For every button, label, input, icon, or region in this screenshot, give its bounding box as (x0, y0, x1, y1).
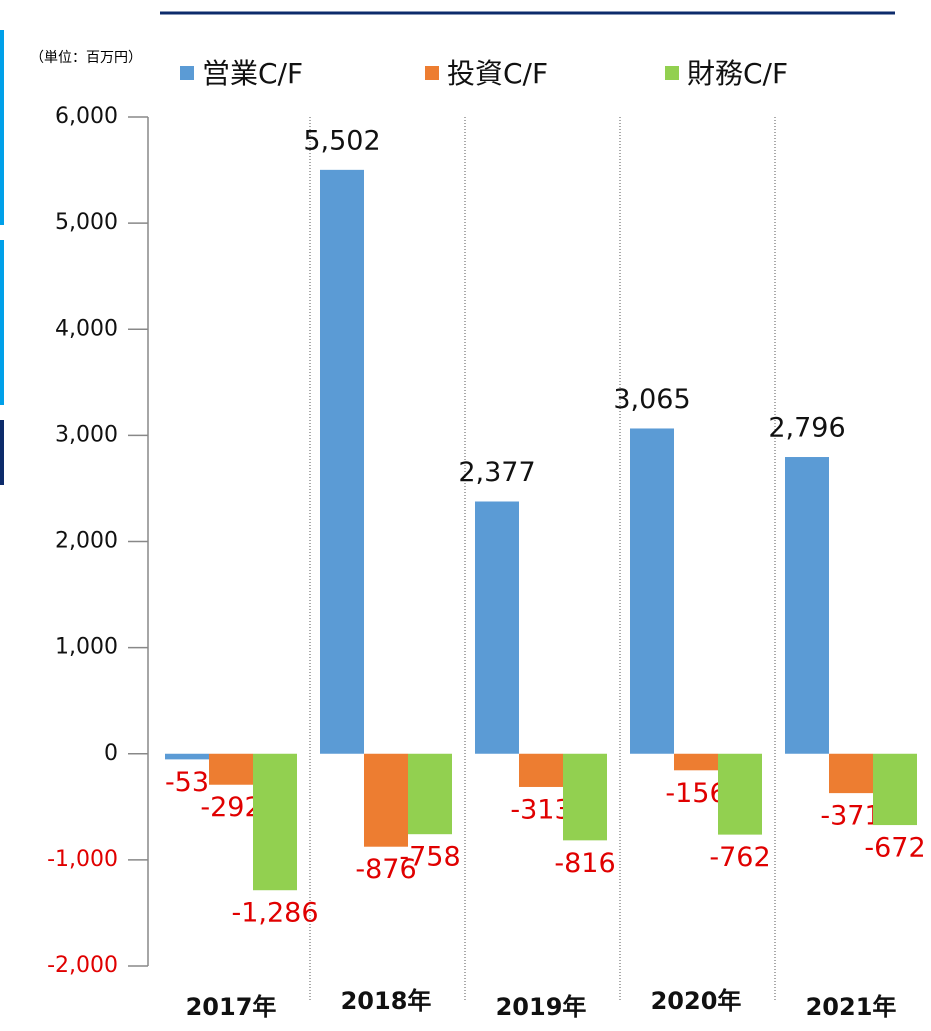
y-tick-label: -1,000 (47, 847, 118, 872)
bar (408, 753, 452, 835)
y-tick-label: 3,000 (55, 422, 118, 447)
data-label: -371 (820, 801, 881, 832)
data-label: -53 (165, 767, 209, 798)
data-label: 3,065 (613, 384, 690, 415)
bar (519, 753, 563, 787)
bar (364, 753, 408, 847)
bar (320, 169, 364, 754)
data-label: 2,796 (768, 413, 845, 444)
x-tick-label: 2020年 (651, 987, 742, 1015)
data-label: -156 (665, 778, 726, 809)
legend-label: 財務C/F (687, 57, 788, 90)
legend-label: 営業C/F (202, 57, 303, 90)
y-tick-label: 2,000 (55, 529, 118, 554)
data-label: -762 (709, 842, 770, 873)
data-label: -672 (864, 833, 925, 864)
data-label: -313 (510, 794, 571, 825)
bar (563, 753, 607, 841)
y-tick-label: -2,000 (47, 953, 118, 978)
data-label: -816 (554, 848, 615, 879)
y-tick-label: 5,000 (55, 210, 118, 235)
data-label: 2,377 (458, 457, 535, 488)
x-tick-label: 2017年 (186, 993, 277, 1021)
bar (165, 753, 209, 760)
y-tick-label: 1,000 (55, 635, 118, 660)
side-deco (0, 30, 4, 225)
data-label: 5,502 (303, 125, 380, 156)
bar (785, 457, 829, 754)
legend-swatch (180, 66, 194, 80)
legend-swatch (665, 66, 679, 80)
side-deco (0, 420, 4, 485)
bar (873, 753, 917, 826)
y-tick-label: 0 (104, 741, 118, 766)
bar (630, 428, 674, 754)
unit-label: （単位：百万円） (30, 50, 142, 66)
data-label: -292 (200, 792, 261, 823)
x-tick-label: 2018年 (341, 987, 432, 1015)
bar (674, 753, 718, 771)
y-tick-label: 6,000 (55, 104, 118, 129)
side-deco (0, 240, 4, 405)
legend-swatch (425, 66, 439, 80)
bar (253, 753, 297, 891)
data-label: -876 (355, 854, 416, 885)
data-label: -758 (399, 842, 460, 873)
bar (718, 753, 762, 835)
y-tick-label: 4,000 (55, 316, 118, 341)
x-tick-label: 2019年 (496, 993, 587, 1021)
bar (829, 753, 873, 794)
bar (475, 501, 519, 754)
data-label: -1,286 (231, 898, 318, 929)
legend-label: 投資C/F (447, 57, 548, 90)
bar (209, 753, 253, 785)
x-tick-label: 2021年 (806, 993, 897, 1021)
top-bar (160, 0, 895, 14)
